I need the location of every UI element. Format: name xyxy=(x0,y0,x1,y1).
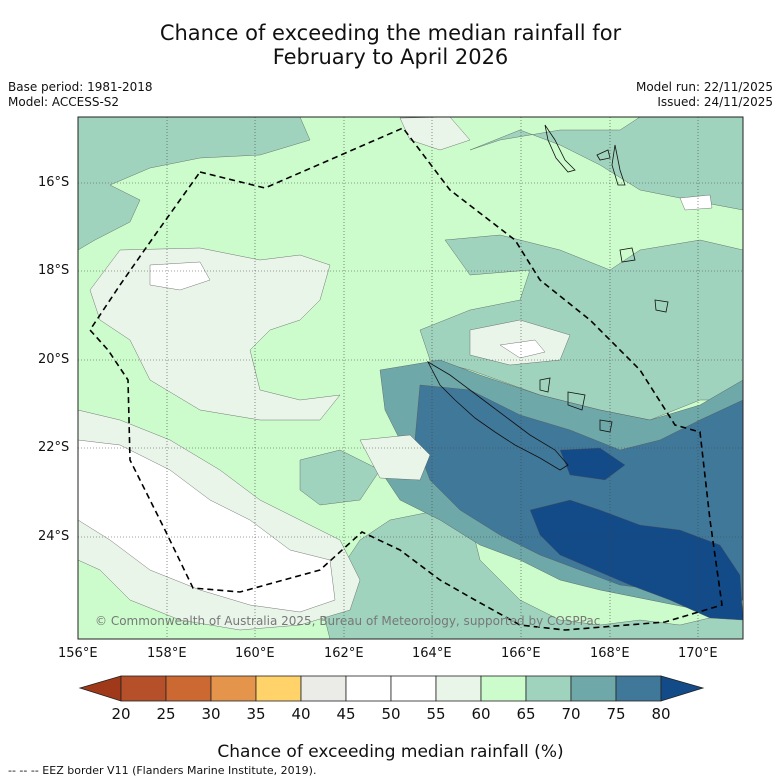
lon-label-164e: 164°E xyxy=(412,646,452,661)
field-above-80-b xyxy=(529,499,743,621)
field-55-60-a xyxy=(89,247,341,421)
vanuatu-island-2 xyxy=(596,149,611,161)
colorbar-tick-65: 65 xyxy=(516,705,536,723)
lon-label-170e: 170°E xyxy=(678,646,718,661)
new-caledonia-coast xyxy=(426,360,569,471)
lon-label-160e: 160°E xyxy=(235,646,275,661)
colorbar-tick-25: 25 xyxy=(156,705,176,723)
colorbar-high-extension xyxy=(660,675,705,702)
field-50-55-c xyxy=(499,339,546,359)
field-50-55-a xyxy=(78,439,336,613)
base-period: Base period: 1981-2018 xyxy=(8,80,153,94)
field-65-70-northwest xyxy=(78,117,311,251)
colorbar-label: Chance of exceeding median rainfall (%) xyxy=(217,742,564,762)
coastlines xyxy=(426,124,669,471)
colorbar-tick-55: 55 xyxy=(426,705,446,723)
field-above-80-a xyxy=(559,447,626,481)
lat-label-18s: 18°S xyxy=(38,263,70,278)
model-name: Model: ACCESS-S2 xyxy=(8,95,120,109)
lat-label-16s: 16°S xyxy=(38,175,70,190)
loyalty-island-2 xyxy=(567,391,586,411)
eez-border xyxy=(88,127,723,631)
colorbar-tick-35: 35 xyxy=(246,705,266,723)
colorbar-tick-75: 75 xyxy=(606,705,626,723)
lat-label-20s: 20°S xyxy=(38,352,70,367)
colorbar-tick-40: 40 xyxy=(291,705,311,723)
map-frame xyxy=(77,116,744,640)
loyalty-island-1 xyxy=(539,377,551,393)
vanuatu-island-5 xyxy=(654,299,669,313)
colorbar-tick-70: 70 xyxy=(561,705,581,723)
copyright-notice: © Commonwealth of Australia 2025, Bureau… xyxy=(95,614,601,628)
probability-field xyxy=(78,117,743,639)
lat-label-22s: 22°S xyxy=(38,440,70,455)
colorbar-tick-45: 45 xyxy=(336,705,356,723)
lon-label-168e: 168°E xyxy=(590,646,630,661)
colorbar-tick-20: 20 xyxy=(111,705,131,723)
lon-label-166e: 166°E xyxy=(501,646,541,661)
field-65-70-north xyxy=(469,117,743,211)
vanuatu-island-4 xyxy=(619,247,636,263)
lon-label-162e: 162°E xyxy=(324,646,364,661)
lon-label-156e: 156°E xyxy=(58,646,98,661)
meta-right: Model run: 22/11/2025 Issued: 24/11/2025 xyxy=(636,80,773,110)
colorbar-tick-80: 80 xyxy=(651,705,671,723)
field-65-70-west xyxy=(299,449,381,506)
field-55-60-c xyxy=(359,434,431,481)
issued-date: Issued: 24/11/2025 xyxy=(657,95,773,109)
meta-left: Base period: 1981-2018 Model: ACCESS-S2 xyxy=(8,80,153,110)
map-title-line2: February to April 2026 xyxy=(272,45,509,69)
lon-label-158e: 158°E xyxy=(147,646,187,661)
map-title-line1: Chance of exceeding the median rainfall … xyxy=(159,21,622,45)
colorbar-tick-30: 30 xyxy=(201,705,221,723)
colorbar-tick-50: 50 xyxy=(381,705,401,723)
colorbar xyxy=(78,675,705,702)
model-run: Model run: 22/11/2025 xyxy=(635,80,773,94)
colorbar-low-extension xyxy=(78,675,122,702)
colorbar-tick-60: 60 xyxy=(471,705,491,723)
lat-label-24s: 24°S xyxy=(38,529,70,544)
field-50-55-d xyxy=(679,194,713,211)
vanuatu-island-1 xyxy=(544,124,576,173)
field-50-55-b xyxy=(149,261,211,291)
vanuatu-island-3 xyxy=(611,144,626,186)
eez-footnote: -- -- -- EEZ border V11 (Flanders Marine… xyxy=(8,764,317,777)
